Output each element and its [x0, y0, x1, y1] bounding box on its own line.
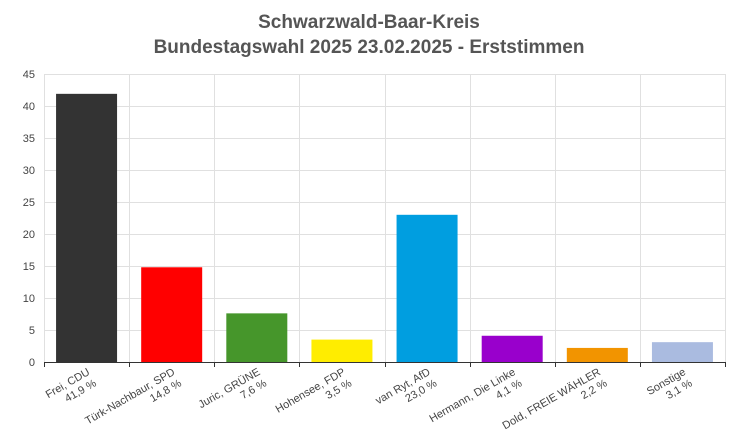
y-tick-label: 30 — [23, 165, 35, 177]
bar — [56, 93, 118, 362]
bar — [651, 342, 713, 362]
bar — [141, 267, 203, 362]
y-tick-label: 25 — [23, 197, 35, 209]
y-tick-label: 10 — [23, 293, 35, 305]
y-tick-label: 5 — [29, 325, 35, 337]
y-tick-label: 15 — [23, 261, 35, 273]
x-tick-label: Juric, GRÜNE7,6 % — [197, 366, 269, 422]
bar — [311, 339, 373, 362]
x-tick-label: Hohensee, FDP3,5 % — [274, 366, 354, 427]
y-tick-label: 35 — [23, 133, 35, 145]
x-tick-label: van Ryt, AfD23,0 % — [374, 366, 440, 418]
chart-title: Schwarzwald-Baar-Kreis — [258, 12, 480, 33]
bar — [396, 214, 458, 362]
y-tick-label: 40 — [23, 101, 35, 113]
bar — [566, 347, 628, 362]
y-tick-label: 20 — [23, 229, 35, 241]
chart-subtitle: Bundestagswahl 2025 23.02.2025 - Erststi… — [153, 37, 585, 58]
bar — [226, 313, 288, 362]
bar — [481, 335, 543, 362]
y-tick-label: 0 — [29, 357, 35, 369]
y-tick-label: 45 — [23, 69, 35, 81]
x-tick-label: Türk-Nachbaur, SPD14,8 % — [83, 366, 184, 437]
x-tick-label: Sonstige3,1 % — [645, 366, 695, 409]
x-tick-label: Frei, CDU41,9 % — [44, 366, 99, 412]
